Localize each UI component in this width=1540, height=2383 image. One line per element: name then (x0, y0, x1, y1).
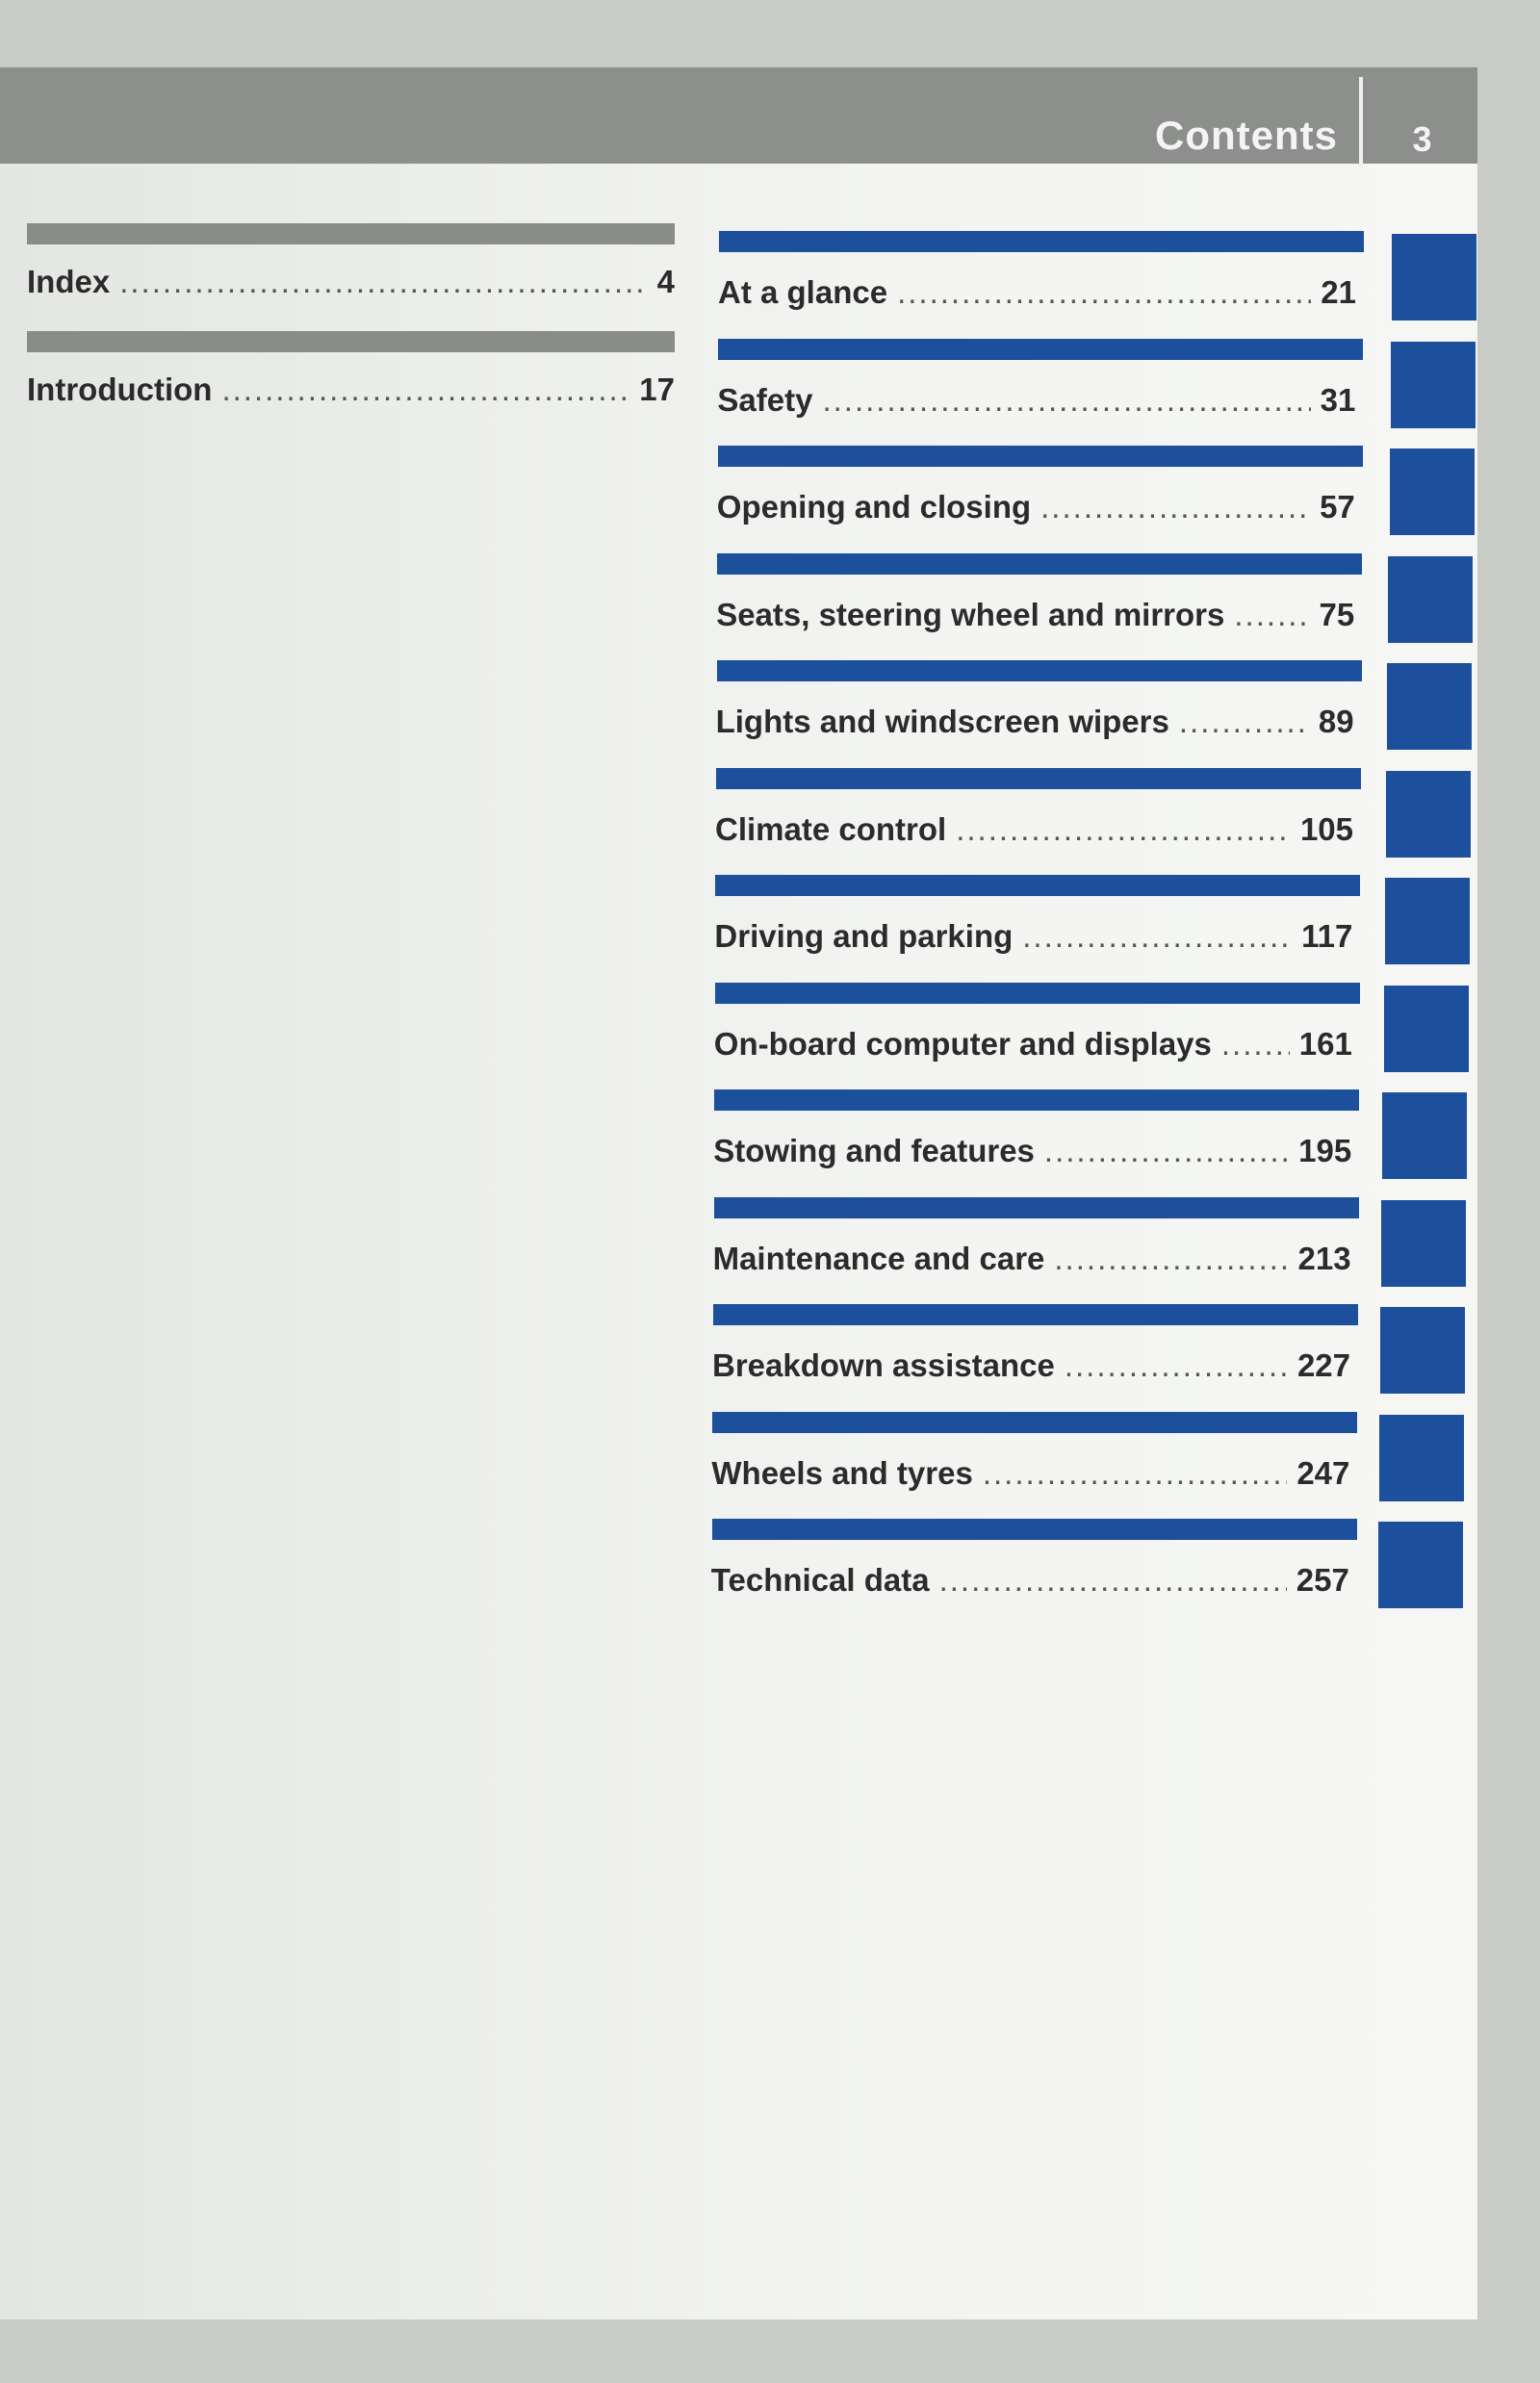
toc-entry-page: 31 (1320, 381, 1356, 418)
toc-entry-page: 161 (1298, 1025, 1352, 1062)
toc-entry[interactable]: On-board computer and displays..........… (714, 1026, 1352, 1063)
section-bar (711, 1519, 1357, 1540)
toc-entry-label: At a glance (718, 274, 888, 310)
header-divider (1359, 77, 1363, 168)
section-tab[interactable] (1380, 1307, 1465, 1394)
toc-entry[interactable]: Index...................................… (27, 264, 675, 300)
section-bar (718, 338, 1364, 360)
toc-entry-page: 21 (1321, 274, 1356, 310)
toc-entry-page: 227 (1296, 1347, 1350, 1383)
toc-entry-label: Driving and parking (714, 918, 1014, 954)
toc-entry-label: Climate control (715, 810, 947, 847)
toc-entry[interactable]: Seats, steering wheel and mirrors.......… (716, 597, 1354, 633)
dot-leader: ........................................… (119, 264, 648, 299)
toc-entry-page: 213 (1297, 1240, 1351, 1276)
dot-leader: ........................................… (1040, 489, 1310, 525)
dot-leader: ........................................… (982, 1454, 1288, 1491)
section-tab[interactable] (1388, 555, 1474, 643)
toc-entry-page: 75 (1319, 596, 1355, 632)
toc-entry-page: 17 (639, 372, 675, 407)
dot-leader: ........................................… (1064, 1347, 1288, 1383)
toc-entry-page: 117 (1301, 918, 1353, 954)
section-tab[interactable] (1392, 234, 1476, 320)
section-bar (714, 982, 1360, 1004)
toc-entry-label: Seats, steering wheel and mirrors (716, 596, 1225, 632)
toc-entry-label: Breakdown assistance (712, 1347, 1055, 1383)
dot-leader: ........................................… (938, 1562, 1287, 1598)
toc-entry-label: On-board computer and displays (713, 1025, 1212, 1062)
toc-entry[interactable]: At a glance.............................… (718, 274, 1356, 311)
toc-entry-page: 89 (1318, 704, 1354, 739)
toc-entry[interactable]: Introduction............................… (27, 372, 675, 408)
section-bar (716, 660, 1362, 681)
toc-entry-label: Technical data (710, 1562, 930, 1598)
section-tab[interactable] (1383, 985, 1469, 1072)
toc-entry-page: 57 (1320, 489, 1355, 525)
section-bar (713, 1304, 1358, 1325)
toc-entry-page: 4 (656, 264, 675, 299)
section-divider (27, 331, 675, 352)
toc-entry[interactable]: Maintenance and care....................… (713, 1241, 1351, 1277)
dot-leader: ........................................… (1054, 1240, 1288, 1276)
toc-entry-page: 257 (1296, 1562, 1349, 1598)
dot-leader: ........................................… (1043, 1133, 1290, 1168)
dot-leader: ........................................… (1220, 1025, 1290, 1062)
section-bar (714, 1089, 1360, 1111)
section-tab[interactable] (1386, 770, 1471, 858)
section-bar (717, 552, 1363, 575)
section-tab[interactable] (1389, 448, 1475, 535)
section-bar (713, 1196, 1359, 1218)
section-divider (27, 223, 675, 244)
dot-leader: ........................................… (1234, 596, 1310, 632)
toc-entry-label: Stowing and features (713, 1133, 1035, 1168)
toc-entry-label: Wheels and tyres (711, 1454, 973, 1491)
dot-leader: ........................................… (1022, 918, 1292, 954)
section-tab[interactable] (1384, 878, 1470, 964)
toc-entry[interactable]: Opening and closing.....................… (717, 489, 1355, 525)
page-number: 3 (1412, 119, 1432, 159)
toc-entry-page: 195 (1298, 1133, 1352, 1168)
section-bar (715, 875, 1361, 896)
section-tab[interactable] (1378, 1414, 1464, 1501)
toc-entry[interactable]: Climate control.........................… (715, 811, 1353, 848)
section-tab[interactable] (1381, 1199, 1467, 1287)
toc-entry-label: Opening and closing (716, 489, 1032, 525)
toc-entry-page: 247 (1296, 1454, 1350, 1491)
toc-entry-label: Index (27, 264, 111, 299)
section-bar (712, 1411, 1358, 1433)
section-tab[interactable] (1377, 1522, 1463, 1608)
dot-leader: ........................................… (221, 372, 630, 407)
section-tab[interactable] (1387, 663, 1473, 750)
dot-leader: ........................................… (897, 274, 1311, 310)
toc-entry[interactable]: Breakdown assistance....................… (712, 1347, 1350, 1384)
page-title: Contents (1155, 113, 1338, 158)
toc-entry-label: Maintenance and care (712, 1240, 1045, 1276)
dot-leader: ........................................… (956, 810, 1291, 847)
dot-leader: ........................................… (822, 381, 1311, 418)
section-bar (717, 446, 1363, 467)
toc-entry[interactable]: Lights and windscreen wipers............… (716, 704, 1354, 740)
dot-leader: ........................................… (1178, 704, 1309, 739)
section-bar (719, 231, 1364, 252)
book-page (0, 67, 1477, 2319)
toc-entry-label: Safety (717, 381, 813, 418)
toc-entry[interactable]: Safety..................................… (717, 382, 1355, 419)
toc-entry[interactable]: Technical data..........................… (711, 1562, 1349, 1599)
toc-entry-page: 105 (1299, 810, 1353, 847)
toc-entry[interactable]: Wheels and tyres........................… (711, 1455, 1349, 1492)
section-bar (716, 767, 1361, 789)
section-tab[interactable] (1382, 1092, 1468, 1179)
page-header (0, 67, 1477, 164)
toc-entry[interactable]: Driving and parking.....................… (714, 918, 1352, 955)
toc-entry[interactable]: Stowing and features....................… (713, 1133, 1351, 1169)
section-tab[interactable] (1390, 341, 1476, 428)
toc-entry-label: Lights and windscreen wipers (715, 704, 1169, 739)
toc-entry-label: Introduction (27, 372, 213, 407)
